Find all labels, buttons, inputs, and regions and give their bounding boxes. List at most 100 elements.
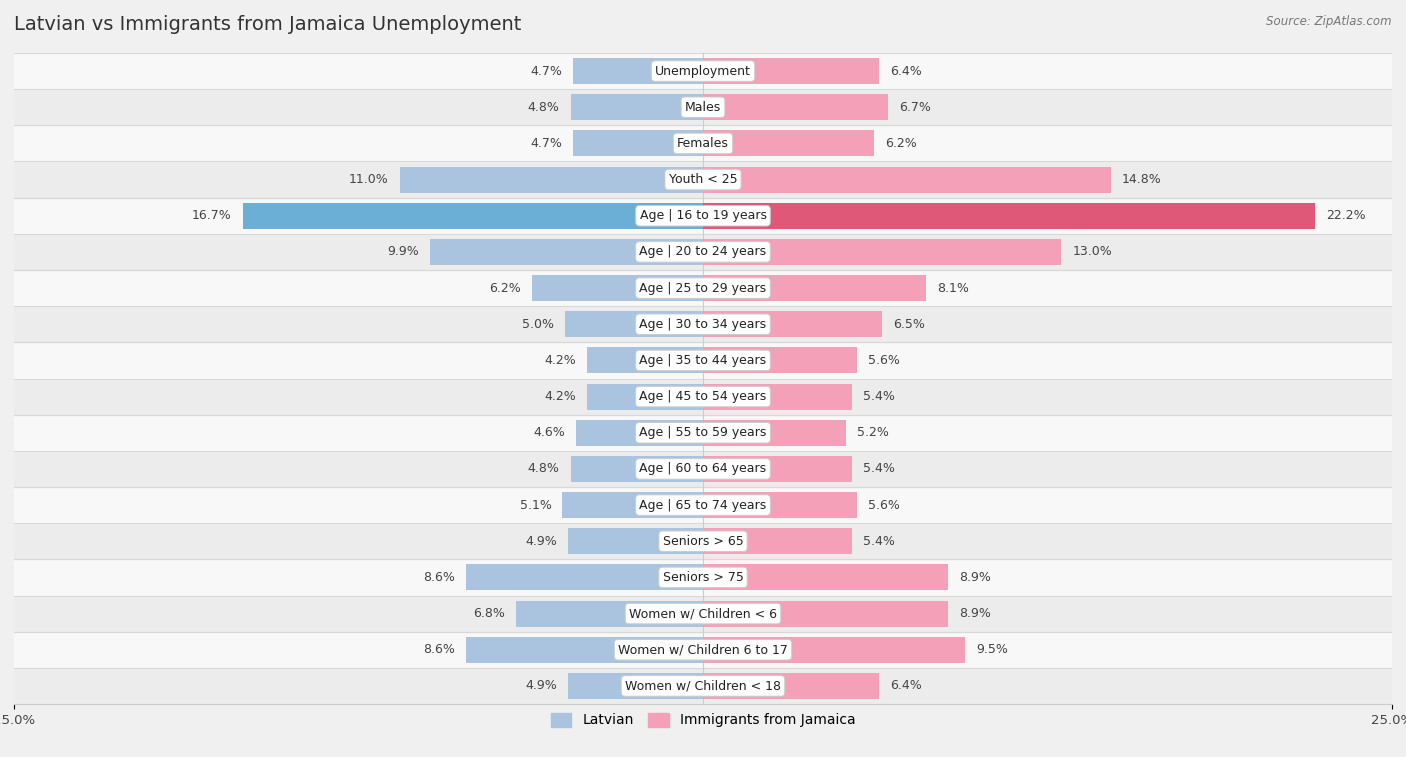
Bar bbox=[14, 631, 1392, 668]
Bar bbox=[703, 167, 1111, 192]
Text: 4.9%: 4.9% bbox=[526, 680, 557, 693]
Bar bbox=[14, 596, 1392, 631]
Text: 6.7%: 6.7% bbox=[898, 101, 931, 114]
Text: Females: Females bbox=[678, 137, 728, 150]
Text: 4.8%: 4.8% bbox=[527, 463, 560, 475]
Bar bbox=[703, 673, 879, 699]
Text: Seniors > 65: Seniors > 65 bbox=[662, 534, 744, 548]
Text: Women w/ Children < 6: Women w/ Children < 6 bbox=[628, 607, 778, 620]
Text: Age | 16 to 19 years: Age | 16 to 19 years bbox=[640, 209, 766, 223]
Text: 4.8%: 4.8% bbox=[527, 101, 560, 114]
Bar bbox=[14, 161, 1392, 198]
Bar bbox=[565, 311, 703, 338]
Bar bbox=[703, 456, 852, 482]
Bar bbox=[14, 270, 1392, 306]
Bar bbox=[14, 342, 1392, 378]
Text: 6.5%: 6.5% bbox=[893, 318, 925, 331]
Text: Age | 55 to 59 years: Age | 55 to 59 years bbox=[640, 426, 766, 439]
Bar bbox=[571, 94, 703, 120]
Bar bbox=[14, 234, 1392, 270]
Text: 8.6%: 8.6% bbox=[423, 571, 456, 584]
Bar bbox=[588, 384, 703, 410]
Bar bbox=[243, 203, 703, 229]
Text: Source: ZipAtlas.com: Source: ZipAtlas.com bbox=[1267, 15, 1392, 28]
Text: 4.2%: 4.2% bbox=[544, 390, 576, 403]
Bar bbox=[703, 203, 1315, 229]
Text: 5.4%: 5.4% bbox=[863, 534, 894, 548]
Bar bbox=[703, 58, 879, 84]
Text: Women w/ Children 6 to 17: Women w/ Children 6 to 17 bbox=[619, 643, 787, 656]
Bar bbox=[516, 600, 703, 627]
Text: 14.8%: 14.8% bbox=[1122, 173, 1161, 186]
Text: 6.4%: 6.4% bbox=[890, 680, 922, 693]
Text: 13.0%: 13.0% bbox=[1073, 245, 1112, 258]
Text: 4.7%: 4.7% bbox=[530, 64, 562, 77]
Text: 5.6%: 5.6% bbox=[869, 354, 900, 367]
Bar bbox=[14, 559, 1392, 596]
Text: 4.7%: 4.7% bbox=[530, 137, 562, 150]
Bar bbox=[703, 419, 846, 446]
Bar bbox=[14, 89, 1392, 126]
Text: 8.6%: 8.6% bbox=[423, 643, 456, 656]
Bar bbox=[430, 239, 703, 265]
Text: 5.4%: 5.4% bbox=[863, 390, 894, 403]
Text: Latvian vs Immigrants from Jamaica Unemployment: Latvian vs Immigrants from Jamaica Unemp… bbox=[14, 15, 522, 34]
Bar bbox=[14, 451, 1392, 487]
Text: 9.5%: 9.5% bbox=[976, 643, 1008, 656]
Text: Unemployment: Unemployment bbox=[655, 64, 751, 77]
Bar bbox=[14, 306, 1392, 342]
Bar bbox=[703, 528, 852, 554]
Text: Age | 30 to 34 years: Age | 30 to 34 years bbox=[640, 318, 766, 331]
Text: Age | 35 to 44 years: Age | 35 to 44 years bbox=[640, 354, 766, 367]
Bar bbox=[531, 275, 703, 301]
Text: 5.0%: 5.0% bbox=[522, 318, 554, 331]
Text: 4.9%: 4.9% bbox=[526, 534, 557, 548]
Bar bbox=[568, 673, 703, 699]
Text: 6.8%: 6.8% bbox=[472, 607, 505, 620]
Bar bbox=[14, 523, 1392, 559]
Text: Women w/ Children < 18: Women w/ Children < 18 bbox=[626, 680, 780, 693]
Bar bbox=[588, 347, 703, 373]
Text: 6.2%: 6.2% bbox=[884, 137, 917, 150]
Text: 16.7%: 16.7% bbox=[193, 209, 232, 223]
Bar bbox=[571, 456, 703, 482]
Bar bbox=[14, 487, 1392, 523]
Text: Age | 60 to 64 years: Age | 60 to 64 years bbox=[640, 463, 766, 475]
Bar bbox=[14, 668, 1392, 704]
Text: 8.1%: 8.1% bbox=[938, 282, 969, 294]
Text: Age | 65 to 74 years: Age | 65 to 74 years bbox=[640, 499, 766, 512]
Legend: Latvian, Immigrants from Jamaica: Latvian, Immigrants from Jamaica bbox=[546, 707, 860, 733]
Text: 6.2%: 6.2% bbox=[489, 282, 522, 294]
Text: 5.6%: 5.6% bbox=[869, 499, 900, 512]
Bar bbox=[703, 600, 948, 627]
Bar bbox=[703, 239, 1062, 265]
Text: Age | 25 to 29 years: Age | 25 to 29 years bbox=[640, 282, 766, 294]
Bar bbox=[703, 492, 858, 518]
Bar bbox=[574, 130, 703, 157]
Text: 5.2%: 5.2% bbox=[858, 426, 889, 439]
Bar bbox=[14, 126, 1392, 161]
Bar bbox=[703, 347, 858, 373]
Text: Youth < 25: Youth < 25 bbox=[669, 173, 737, 186]
Bar bbox=[703, 565, 948, 590]
Text: 22.2%: 22.2% bbox=[1326, 209, 1365, 223]
Bar bbox=[703, 275, 927, 301]
Bar bbox=[703, 384, 852, 410]
Text: 8.9%: 8.9% bbox=[959, 571, 991, 584]
Bar bbox=[399, 167, 703, 192]
Bar bbox=[465, 565, 703, 590]
Bar bbox=[14, 53, 1392, 89]
Bar bbox=[14, 415, 1392, 451]
Text: 8.9%: 8.9% bbox=[959, 607, 991, 620]
Bar bbox=[703, 311, 882, 338]
Text: 4.6%: 4.6% bbox=[533, 426, 565, 439]
Text: Seniors > 75: Seniors > 75 bbox=[662, 571, 744, 584]
Bar bbox=[703, 637, 965, 663]
Bar bbox=[568, 528, 703, 554]
Text: Males: Males bbox=[685, 101, 721, 114]
Bar bbox=[703, 94, 887, 120]
Bar bbox=[576, 419, 703, 446]
Text: 11.0%: 11.0% bbox=[349, 173, 389, 186]
Text: 6.4%: 6.4% bbox=[890, 64, 922, 77]
Text: 5.1%: 5.1% bbox=[520, 499, 551, 512]
